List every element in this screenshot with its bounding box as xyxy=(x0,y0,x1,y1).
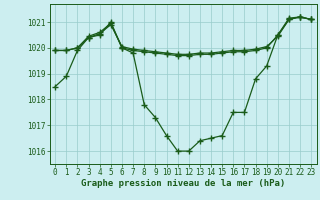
X-axis label: Graphe pression niveau de la mer (hPa): Graphe pression niveau de la mer (hPa) xyxy=(81,179,285,188)
